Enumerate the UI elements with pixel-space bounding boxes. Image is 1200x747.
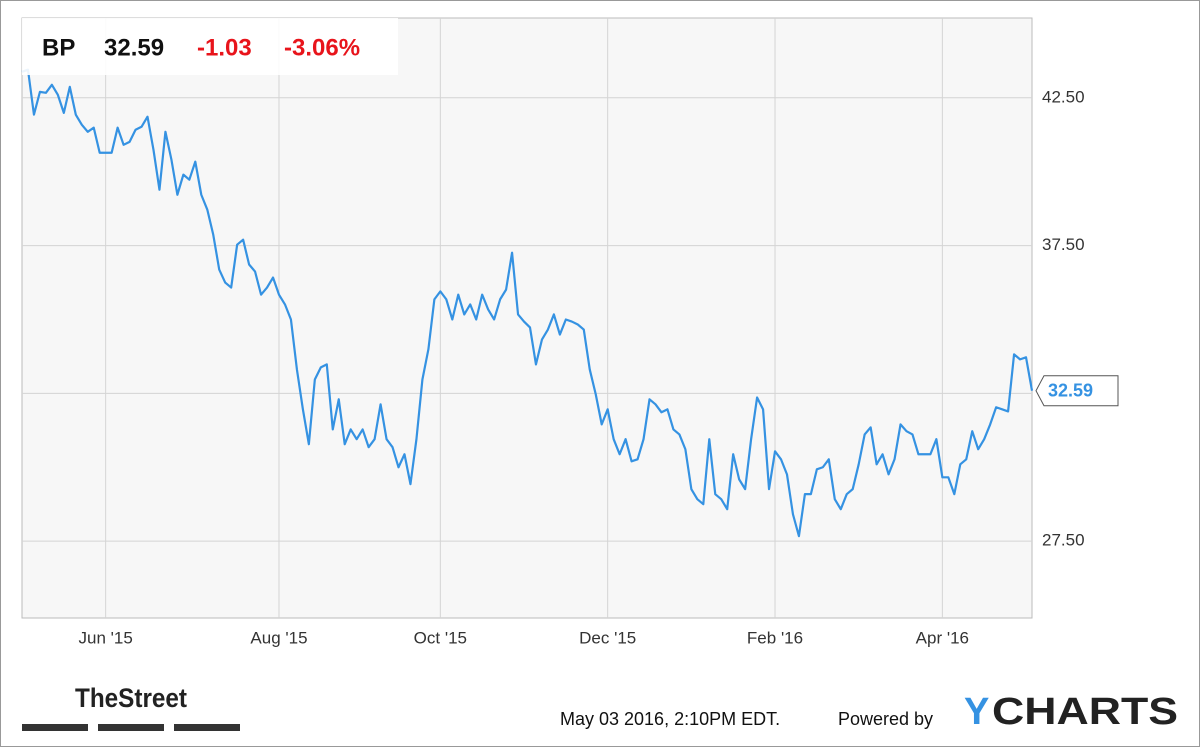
powered-by: Powered by [838, 709, 933, 729]
grid [22, 18, 1032, 618]
x-tick-label: Feb '16 [747, 628, 803, 647]
brand-y: Y [964, 691, 989, 733]
timestamp: May 03 2016, 2:10PM EDT. [560, 709, 780, 729]
logo-bar [98, 724, 164, 731]
ticker: BP [42, 34, 75, 61]
brand-name: CHARTS [992, 691, 1178, 733]
source-logo: TheStreet [75, 683, 187, 713]
y-tick-label: 27.50 [1042, 531, 1085, 550]
change: -1.03 [197, 34, 252, 61]
price: 32.59 [104, 34, 164, 61]
x-tick-label: Apr '16 [916, 628, 969, 647]
price-line [21, 68, 1034, 538]
plot-area [21, 17, 1033, 619]
y-tick-label: 42.50 [1042, 87, 1085, 106]
logo-bar [22, 724, 88, 731]
change-percent: -3.06% [284, 34, 360, 61]
x-tick-label: Dec '15 [579, 628, 636, 647]
quote-box [22, 18, 398, 75]
logo-bar [174, 724, 240, 731]
last-value-label: 32.59 [1048, 380, 1093, 400]
x-tick-label: Oct '15 [414, 628, 467, 647]
x-tick-label: Aug '15 [250, 628, 307, 647]
marks [21, 68, 1034, 538]
y-tick-label: 37.50 [1042, 235, 1085, 254]
x-tick-label: Jun '15 [79, 628, 133, 647]
last-value-callout [1035, 375, 1119, 407]
